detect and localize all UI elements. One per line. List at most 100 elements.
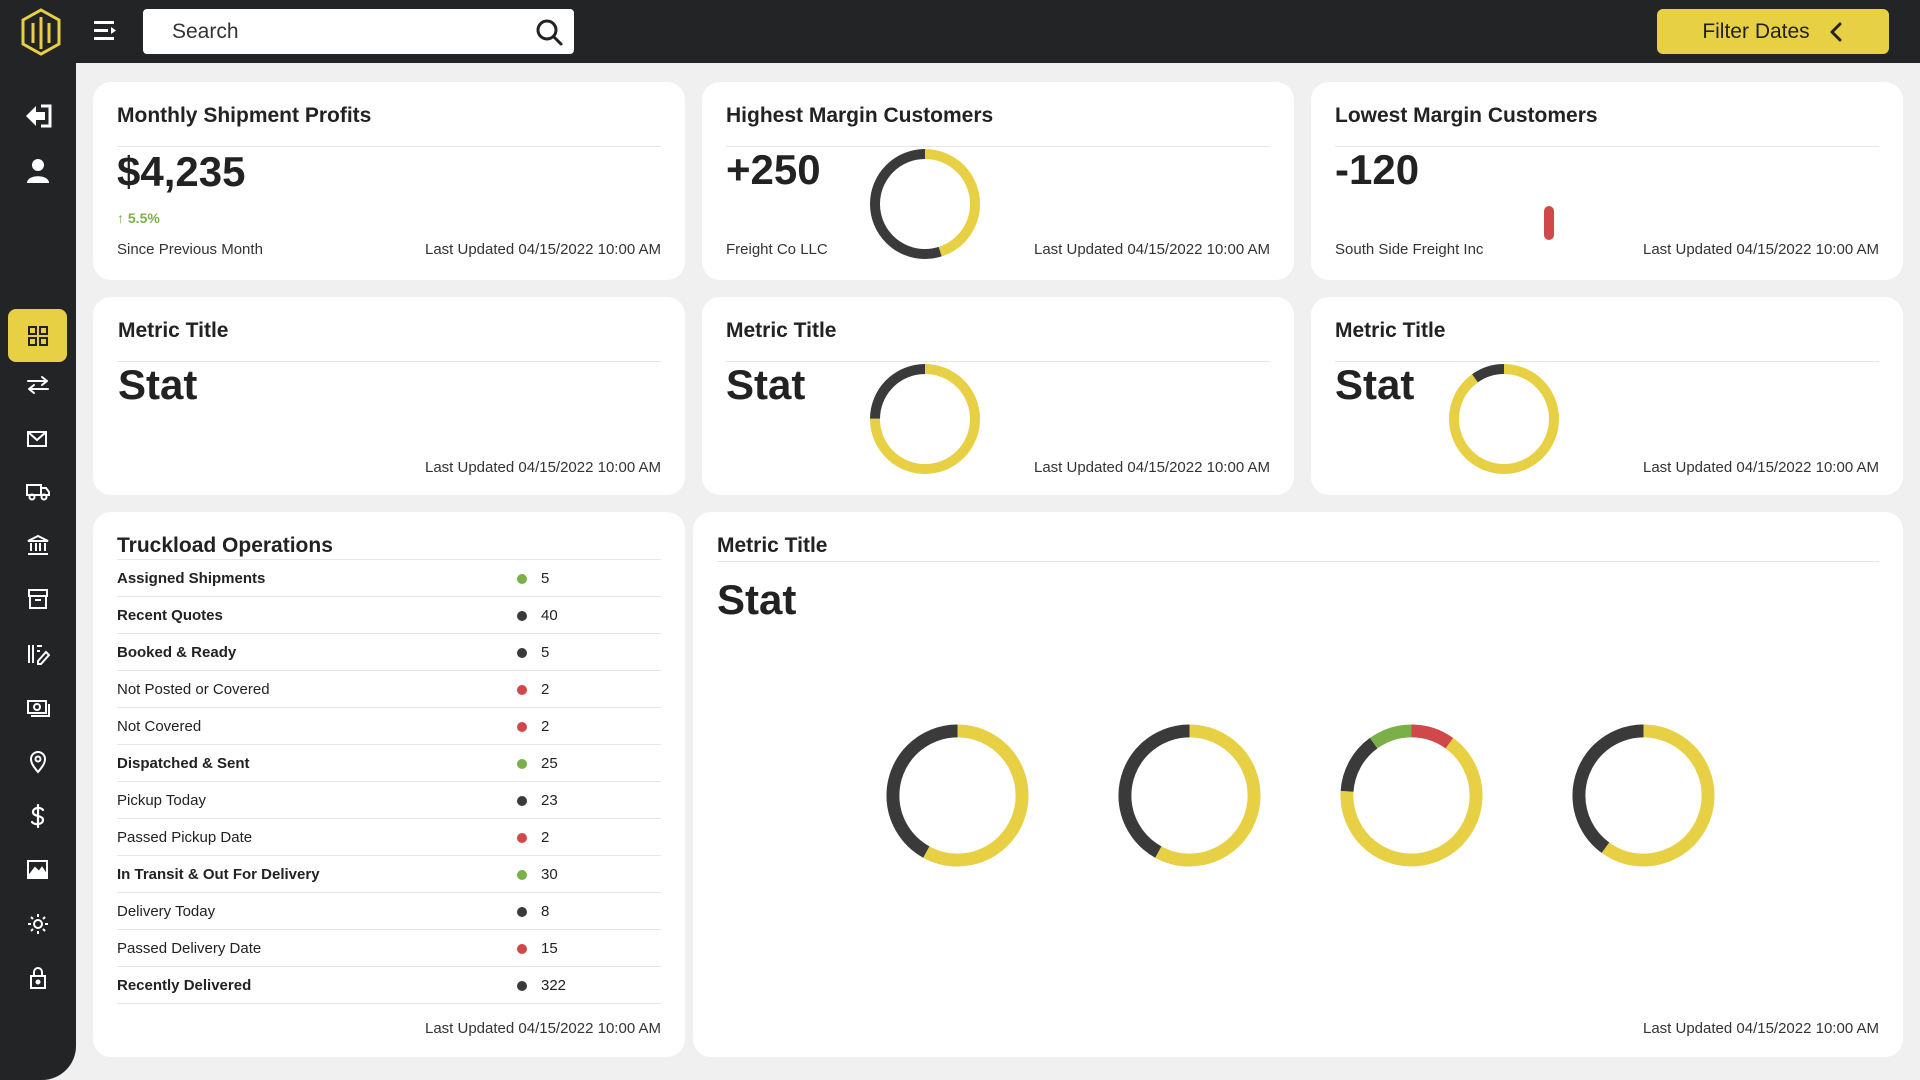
metric-donut	[1572, 724, 1715, 867]
status-dot-icon	[517, 574, 527, 584]
truckload-row[interactable]: Pickup Today 23	[117, 782, 661, 819]
metric-card-3: Metric Title Stat Last Updated 04/15/202…	[1311, 297, 1903, 495]
last-updated: Last Updated 04/15/2022 10:00 AM	[1033, 459, 1270, 476]
row-value: 2	[541, 829, 550, 846]
trend-caption: Since Previous Month	[117, 241, 263, 258]
row-label: Pickup Today	[117, 792, 206, 809]
metric-donut	[870, 364, 980, 474]
archive-icon[interactable]	[8, 577, 67, 621]
row-value: 8	[541, 903, 550, 920]
card-title: Metric Title	[118, 319, 229, 342]
metric-stat: Stat	[1335, 361, 1415, 408]
divider	[117, 146, 661, 147]
bank-icon[interactable]	[8, 523, 67, 567]
status-dot-icon	[517, 685, 527, 695]
truckload-row[interactable]: Assigned Shipments 5	[117, 560, 661, 597]
highest-margin-stat: +250	[726, 146, 821, 193]
transfer-arrows-icon[interactable]	[8, 363, 67, 407]
settings-gear-icon[interactable]	[8, 902, 67, 946]
status-dot-icon	[517, 870, 527, 880]
metric-card-1: Metric Title Stat Last Updated 04/15/202…	[93, 297, 685, 495]
monthly-profits-card: Monthly Shipment Profits $4,235 ↑ 5.5% S…	[93, 82, 685, 280]
last-updated: Last Updated 04/15/2022 10:00 AM	[424, 1020, 661, 1037]
top-bar: Filter Dates	[0, 0, 1920, 63]
row-label: Delivery Today	[117, 903, 216, 920]
truckload-row[interactable]: Booked & Ready 5	[117, 634, 661, 671]
donut-segment	[1449, 364, 1559, 474]
divider	[726, 361, 1270, 362]
brand-logo-icon[interactable]	[16, 7, 66, 57]
metric-stat: Stat	[118, 361, 198, 408]
search-input[interactable]	[143, 9, 523, 54]
status-dot-icon	[517, 907, 527, 917]
status-dot-icon	[517, 722, 527, 732]
status-dot-icon	[517, 759, 527, 769]
metric-donut	[1449, 364, 1559, 474]
status-dot-icon	[517, 944, 527, 954]
divider	[117, 559, 661, 560]
truckload-row[interactable]: Delivery Today 8	[117, 893, 661, 930]
row-value: 25	[541, 755, 558, 772]
search-box	[143, 9, 574, 54]
lock-icon[interactable]	[8, 956, 67, 1000]
menu-toggle-icon[interactable]	[90, 15, 122, 47]
image-chart-icon[interactable]	[8, 848, 67, 892]
card-title: Metric Title	[1335, 319, 1446, 342]
user-icon[interactable]	[8, 148, 67, 192]
mail-icon[interactable]	[8, 417, 67, 461]
donut-segment	[1340, 724, 1483, 867]
donut-segment	[870, 149, 980, 259]
metric-stat: Stat	[717, 576, 797, 623]
row-label: Dispatched & Sent	[117, 755, 250, 772]
row-label: Booked & Ready	[117, 644, 237, 661]
donut-segment	[1449, 364, 1559, 474]
row-value: 30	[541, 866, 558, 883]
truckload-row[interactable]: In Transit & Out For Delivery 30	[117, 856, 661, 893]
lowest-margin-stat: -120	[1335, 146, 1420, 193]
metric-wide-card: Metric Title Stat Last Updated 04/15/202…	[693, 512, 1903, 1057]
search-icon[interactable]	[534, 17, 564, 47]
truckload-row[interactable]: Passed Delivery Date 15	[117, 930, 661, 967]
truckload-row[interactable]: Not Covered 2	[117, 708, 661, 745]
status-dot-icon	[517, 833, 527, 843]
last-updated: Last Updated 04/15/2022 10:00 AM	[1642, 1020, 1879, 1037]
truckload-row[interactable]: Dispatched & Sent 25	[117, 745, 661, 782]
metric-stat: Stat	[726, 361, 806, 408]
row-value: 322	[541, 977, 567, 994]
cash-icon[interactable]	[8, 686, 67, 730]
truckload-row[interactable]: Passed Pickup Date 2	[117, 819, 661, 856]
card-title: Metric Title	[726, 319, 837, 342]
sidebar	[0, 63, 76, 1080]
truckload-operations-card: Truckload Operations Assigned Shipments 5…	[93, 512, 685, 1057]
truckload-row[interactable]: Recent Quotes 40	[117, 597, 661, 634]
last-updated: Last Updated 04/15/2022 10:00 AM	[424, 241, 661, 258]
filter-dates-button[interactable]: Filter Dates	[1657, 9, 1889, 54]
highest-margin-card: Highest Margin Customers +250 Freight Co…	[702, 82, 1294, 280]
status-dot-icon	[517, 981, 527, 991]
logout-icon[interactable]	[8, 94, 67, 138]
truckload-row[interactable]: Recently Delivered 322	[117, 967, 661, 1004]
card-title: Highest Margin Customers	[726, 104, 994, 127]
row-value: 5	[541, 570, 550, 587]
metric-donut	[1340, 724, 1483, 867]
row-value: 40	[541, 607, 558, 624]
donut-segment	[1340, 724, 1483, 867]
customer-name: Freight Co LLC	[726, 241, 828, 258]
card-title: Lowest Margin Customers	[1335, 104, 1598, 127]
status-dot-icon	[517, 796, 527, 806]
last-updated: Last Updated 04/15/2022 10:00 AM	[424, 459, 661, 476]
donut-segment	[1572, 724, 1715, 867]
row-label: Recently Delivered	[117, 977, 252, 994]
truckload-row[interactable]: Not Posted or Covered 2	[117, 671, 661, 708]
location-pin-icon[interactable]	[8, 740, 67, 784]
filter-dates-label: Filter Dates	[1702, 19, 1810, 43]
dollar-icon[interactable]	[8, 794, 67, 838]
metric-card-2: Metric Title Stat Last Updated 04/15/202…	[702, 297, 1294, 495]
edit-list-icon[interactable]	[8, 632, 67, 676]
status-dot-icon	[517, 648, 527, 658]
row-value: 23	[541, 792, 558, 809]
last-updated: Last Updated 04/15/2022 10:00 AM	[1033, 241, 1270, 258]
truck-icon[interactable]	[8, 470, 67, 514]
dashboard-grid-icon[interactable]	[8, 309, 67, 362]
card-title: Monthly Shipment Profits	[117, 104, 372, 127]
